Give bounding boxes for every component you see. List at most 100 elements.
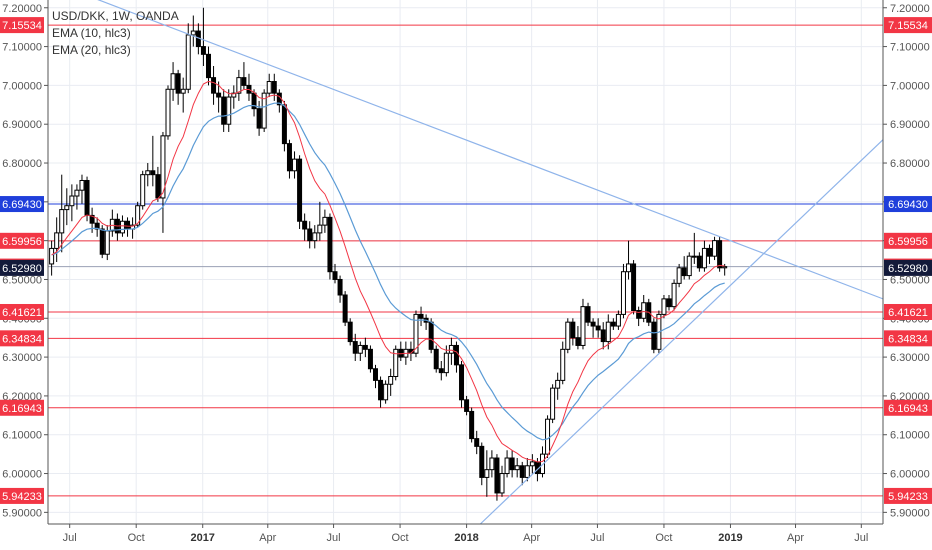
price-tick-label-right: 6.10000 (890, 430, 930, 442)
trendlines[interactable] (48, 0, 884, 525)
price-badge-left (0, 232, 44, 249)
candle-down (332, 271, 338, 280)
candle-up (722, 266, 728, 269)
legend-ema-slow[interactable]: EMA (20, hlc3) (52, 43, 131, 57)
price-tick-label-right: 6.00000 (890, 469, 930, 481)
price-badge-right (884, 259, 932, 276)
year-label: 2018 (454, 532, 478, 544)
price-badge-right (884, 232, 932, 249)
candle-up (54, 232, 60, 249)
price-badge-right (884, 487, 932, 504)
price-badge-right-label: 6.69430 (888, 199, 928, 211)
month-label: Oct (655, 532, 672, 544)
candle-down (706, 247, 712, 257)
price-badge-left (0, 330, 44, 347)
candle-up (140, 174, 146, 207)
candle-up (504, 457, 510, 475)
candle-up (388, 376, 394, 385)
month-label: Jul (590, 532, 604, 544)
candle-up (393, 348, 399, 378)
candle-down (469, 410, 475, 440)
price-badge-right-label: 5.94233 (888, 491, 928, 503)
price-tick-label-left: 7.20000 (2, 3, 42, 15)
candle-up (170, 73, 176, 90)
candle-down (342, 294, 348, 323)
candle-down (99, 228, 105, 255)
candle-up (565, 321, 571, 350)
candle-down (600, 329, 606, 343)
candle-up (312, 232, 318, 242)
candle-up (626, 263, 632, 273)
price-tick-label-left: 6.00000 (2, 469, 42, 481)
price-tick-label-right: 7.00000 (890, 80, 930, 92)
candle-down (631, 263, 637, 312)
candle-up (605, 321, 611, 343)
candle-down (281, 104, 287, 145)
legend-ema-fast[interactable]: EMA (10, hlc3) (52, 26, 131, 40)
candle-up (641, 302, 647, 319)
candle-up (49, 247, 55, 265)
time-axis-labels[interactable]: Jul Oct 2017 Apr Jul Oct 2018 Apr Jul Oct 2019 Apr J… (63, 524, 869, 544)
candle-down (717, 240, 723, 269)
price-tick-label-right: 7.20000 (890, 3, 930, 15)
candle-down (453, 344, 459, 366)
candle-up (448, 344, 454, 354)
price-tick-label-right: 5.90000 (890, 507, 930, 519)
candle-down (651, 321, 657, 350)
candle-up (550, 387, 556, 420)
price-badge-left-label: 6.16943 (2, 403, 42, 415)
candle-up (514, 465, 520, 471)
price-tick-label-left: 6.10000 (2, 430, 42, 442)
candle-down (464, 399, 470, 412)
candle-down (347, 321, 353, 343)
candle-up (59, 209, 65, 234)
candle-down (494, 457, 500, 494)
candle-down (696, 255, 702, 269)
trendline-resistance[interactable] (48, 0, 884, 300)
price-badge-left-label: 6.41621 (2, 307, 42, 319)
candle-down (610, 321, 616, 327)
price-badge-right-label: 6.34834 (888, 333, 928, 345)
price-badges: 7.15534 7.15534 6.69430 6.69430 6.59956 6.599… (0, 17, 932, 504)
candle-up (413, 313, 419, 354)
axes (47, 0, 884, 525)
price-tick-label-left: 5.90000 (2, 507, 42, 519)
price-badge-right-label: 6.41621 (888, 307, 928, 319)
candle-up (226, 96, 232, 125)
legend-symbol[interactable]: USD/DKK, 1W, OANDA (52, 9, 179, 23)
candle-down (590, 321, 596, 327)
candle-down (636, 310, 642, 319)
candle-down (302, 220, 308, 230)
candle-up (231, 92, 237, 98)
price-badge-left-label: 6.34834 (2, 333, 42, 345)
candle-up (292, 158, 298, 172)
price-badge-left (0, 196, 44, 213)
candle-up (317, 224, 323, 234)
price-tick-label-right: 6.90000 (890, 119, 930, 131)
month-label: Oct (392, 532, 409, 544)
candle-down (155, 174, 161, 199)
candle-up (539, 453, 545, 475)
candle-down (221, 96, 227, 125)
candle-down (211, 77, 217, 94)
candle-up (165, 88, 171, 137)
candle-up (701, 247, 707, 269)
candle-up (190, 30, 196, 36)
price-tick-label-left: 6.90000 (2, 119, 42, 131)
trendline-support[interactable] (479, 139, 884, 525)
candle-down (585, 306, 591, 323)
candle-up (383, 383, 389, 401)
price-badge-left (0, 399, 44, 416)
candle-up (79, 179, 85, 191)
candle-up (322, 216, 328, 226)
chart-legend[interactable]: USD/DKK, 1W, OANDA EMA (10, hlc3) EMA (2… (52, 8, 179, 59)
candle-up (145, 170, 151, 176)
month-label: Apr (259, 532, 276, 544)
candle-up (712, 240, 718, 257)
candle-up (545, 418, 551, 455)
candle-up (524, 465, 530, 478)
candle-up (135, 205, 141, 226)
month-label: Jul (327, 532, 341, 544)
